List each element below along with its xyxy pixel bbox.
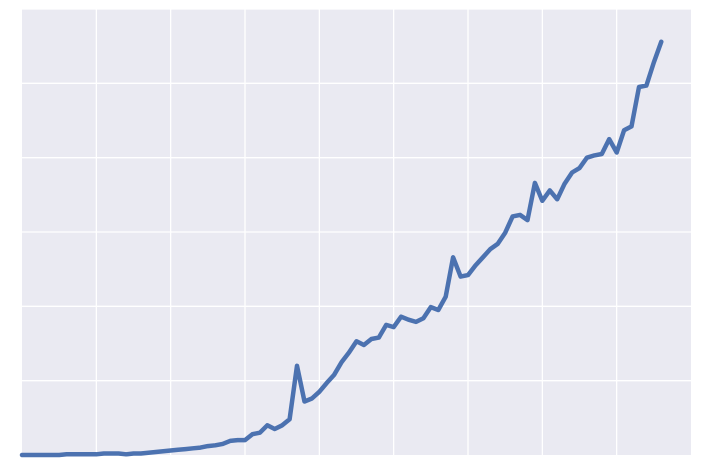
grid bbox=[22, 8, 691, 455]
series-line bbox=[19, 39, 664, 458]
